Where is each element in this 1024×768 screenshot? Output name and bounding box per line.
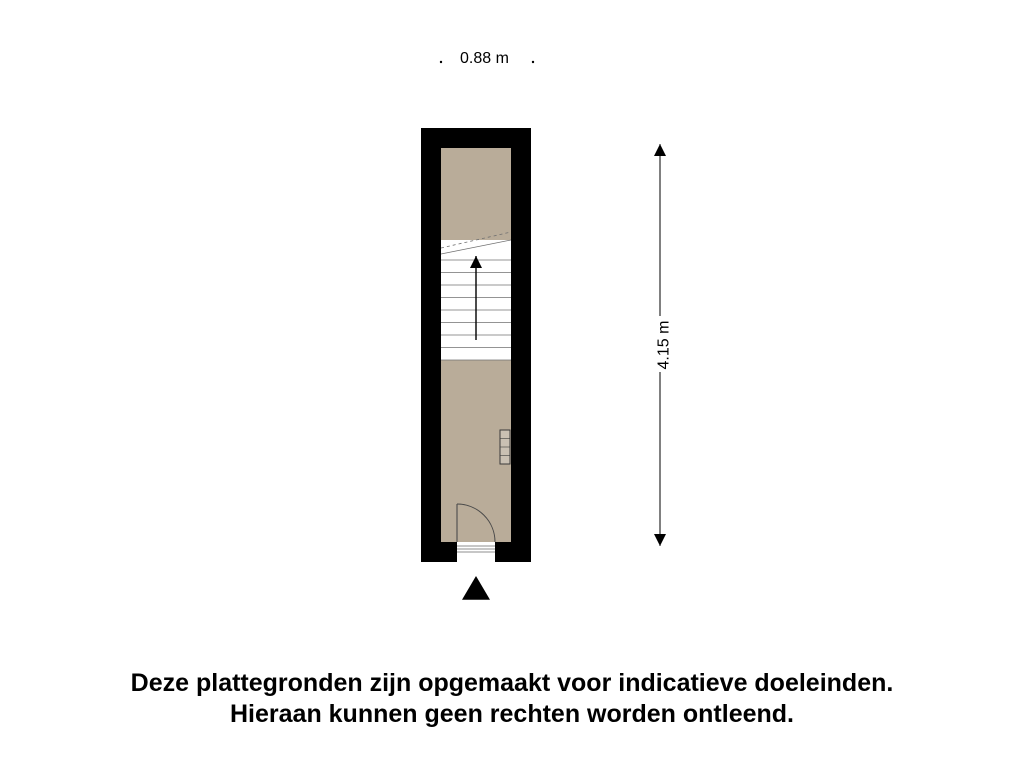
disclaimer-text: Deze plattegronden zijn opgemaakt voor i… (0, 668, 1024, 731)
floorplan-stage: 0.88 m 4.15 m Entree Deze plattegronden … (0, 0, 1024, 768)
disclaimer-line2: Hieraan kunnen geen rechten worden ontle… (230, 700, 794, 728)
floorplan-svg (0, 0, 1024, 768)
disclaimer-line1: Deze plattegronden zijn opgemaakt voor i… (131, 669, 894, 697)
